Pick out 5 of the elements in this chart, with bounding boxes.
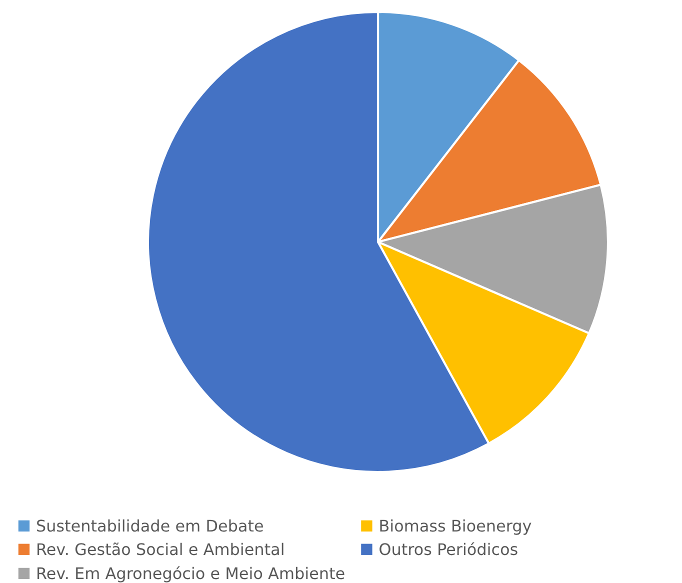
- legend-label: Rev. Em Agronegócio e Meio Ambiente: [38, 566, 344, 582]
- legend-label: Outros Periódicos: [380, 542, 518, 556]
- legend-label: Sustentabilidade em Debate: [37, 519, 263, 532]
- legend-label: Rev. Gestão Social e Ambiental: [38, 542, 284, 556]
- legend-label: Biomass Bioenergy: [380, 519, 532, 535]
